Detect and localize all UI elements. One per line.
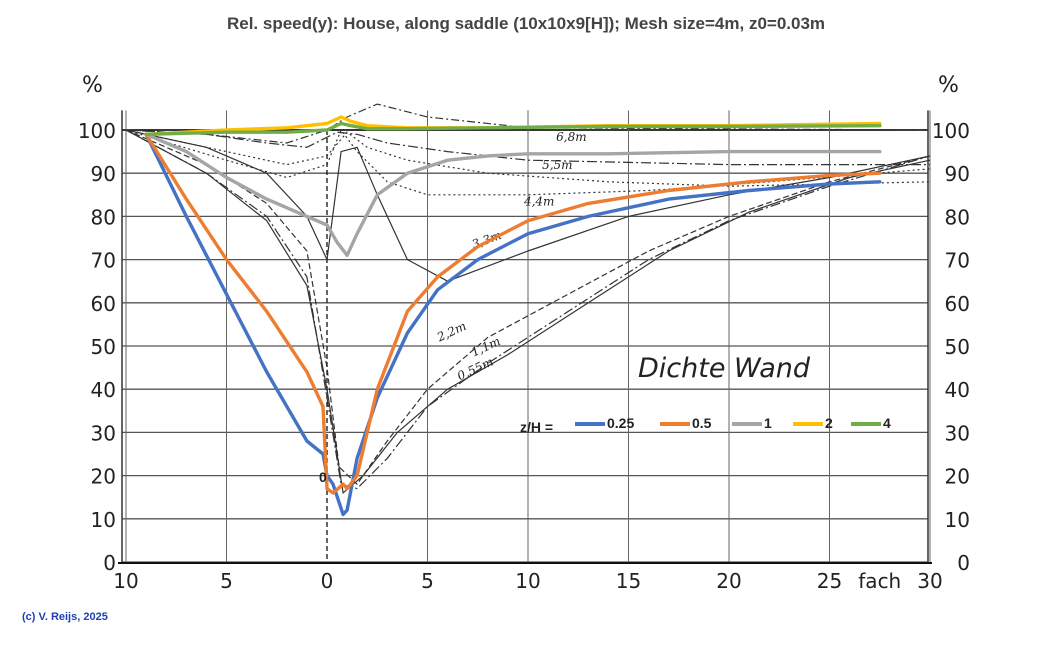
legend-label-0.25: 0.25 — [607, 415, 634, 431]
series-group — [144, 115, 882, 517]
y-tick-right-60: 60 — [945, 292, 970, 316]
x-tick-8: fach — [858, 569, 901, 593]
series-line-0.5 — [144, 132, 882, 495]
legend-label-4: 4 — [883, 415, 891, 431]
y-tick-left-60: 60 — [91, 292, 116, 316]
y-tick-right-80: 80 — [945, 205, 970, 229]
zero-marker: 0 — [319, 469, 327, 485]
legend-title: z/H = — [520, 419, 553, 435]
background-curve-6 — [125, 129, 931, 490]
background-curve-0 — [125, 103, 931, 144]
credit: (c) V. Reijs, 2025 — [22, 611, 108, 623]
y-tick-right-30: 30 — [945, 421, 970, 445]
legend-label-2: 2 — [825, 415, 833, 431]
x-tick-2: 0 — [321, 569, 334, 593]
x-tick-1: 5 — [220, 569, 233, 593]
legend-label-1: 1 — [764, 415, 772, 431]
y-tick-left-100: 100 — [78, 119, 116, 143]
x-tick-6: 20 — [716, 569, 741, 593]
background-curve-labels: 6,8m5,5m4,4m3,3m2,2m1,1m0,55m — [434, 130, 587, 383]
y-tick-left-90: 90 — [91, 162, 116, 186]
series-line-0.25 — [144, 132, 882, 517]
y-tick-labels-right: 0 10 20 30 40 50 60 70 80 90 100 — [932, 119, 970, 575]
y-tick-right-50: 50 — [945, 335, 970, 359]
y-tick-left-20: 20 — [91, 465, 116, 489]
y-tick-left-70: 70 — [91, 249, 116, 273]
y-tick-left-50: 50 — [91, 335, 116, 359]
x-tick-4: 10 — [515, 569, 540, 593]
y-tick-labels-left: 0 10 20 30 40 50 60 70 80 90 100 — [78, 119, 116, 575]
x-tick-5: 15 — [616, 569, 641, 593]
y-tick-right-0: 0 — [957, 551, 970, 575]
y-tick-left-40: 40 — [91, 378, 116, 402]
background-label-2: 4,4m — [523, 195, 554, 209]
y-axis-label-right: % — [938, 73, 959, 98]
background-label-0: 6,8m — [556, 130, 586, 144]
y-tick-left-0: 0 — [103, 551, 116, 575]
legend: z/H = 0.25 0.5 1 2 4 — [520, 415, 891, 435]
y-tick-right-70: 70 — [945, 249, 970, 273]
y-tick-left-30: 30 — [91, 421, 116, 445]
series-line-4 — [144, 121, 882, 137]
y-tick-right-40: 40 — [945, 378, 970, 402]
background-label-1: 5,5m — [542, 158, 572, 172]
y-tick-left-80: 80 — [91, 205, 116, 229]
x-tick-3: 5 — [421, 569, 434, 593]
y-tick-right-20: 20 — [945, 465, 970, 489]
x-tick-0: 10 — [113, 569, 138, 593]
x-tick-labels: 10 5 0 5 10 15 20 25 fach 30 — [113, 569, 942, 593]
x-tick-9: 30 — [917, 569, 942, 593]
y-tick-right-100: 100 — [932, 119, 970, 143]
background-curves — [125, 103, 931, 495]
legend-label-0.5: 0.5 — [692, 415, 712, 431]
y-tick-right-90: 90 — [945, 162, 970, 186]
y-axis-label-left: % — [82, 73, 103, 98]
background-curve-5 — [125, 129, 931, 486]
background-label-4: 2,2m — [434, 319, 468, 345]
background-curve-7 — [125, 129, 931, 495]
series-line-1 — [144, 132, 882, 258]
chart-title: Rel. speed(y): House, along saddle (10x1… — [227, 14, 825, 33]
y-tick-left-10: 10 — [91, 508, 116, 532]
annotation-dichte-wand: Dichte Wand — [638, 353, 811, 384]
y-tick-right-10: 10 — [945, 508, 970, 532]
background-curve-2 — [125, 129, 931, 187]
background-curve-1 — [125, 129, 930, 166]
x-tick-7: 25 — [817, 569, 842, 593]
